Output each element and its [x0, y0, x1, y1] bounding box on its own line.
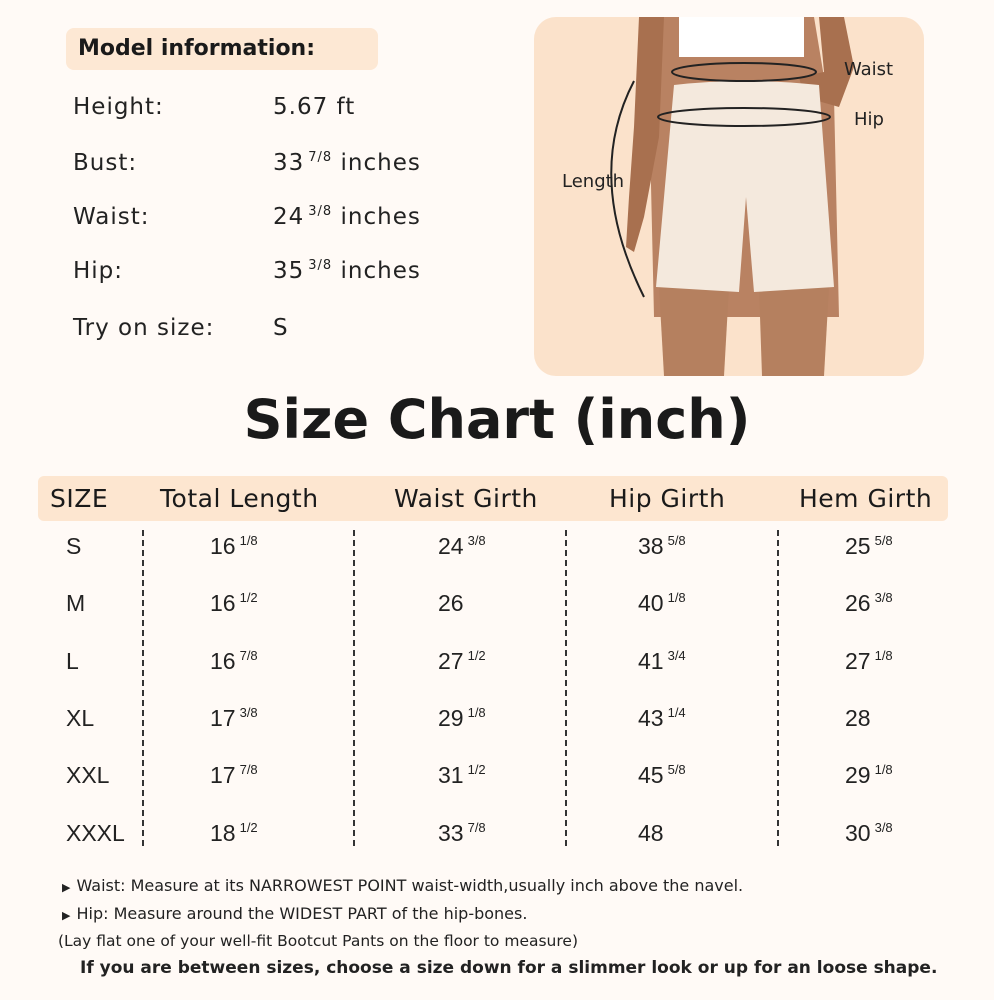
model-info-value: 33 7/8 inches: [273, 150, 421, 176]
bullet-icon: ▶: [62, 909, 71, 922]
measurement-cell: 30 3/8: [845, 820, 893, 846]
size-chart-title: Size Chart (inch): [243, 388, 751, 451]
waist-label: Waist: [844, 59, 893, 80]
column-header: Hip Girth: [609, 484, 726, 513]
size-cell: S: [66, 533, 82, 559]
measurement-cell: 17 3/8: [210, 705, 258, 731]
measurement-cell: 31 1/2: [438, 762, 486, 788]
measurement-cell: 45 5/8: [638, 762, 686, 788]
measurement-cell: 18 1/2: [210, 820, 258, 846]
model-info-value: 35 3/8 inches: [273, 258, 421, 284]
length-label: Length: [562, 171, 624, 192]
size-cell: XXXL: [66, 820, 125, 846]
size-cell: L: [66, 648, 79, 674]
note-hip: ▶ Hip: Measure around the WIDEST PART of …: [62, 904, 528, 923]
model-info-title: Model information:: [66, 28, 378, 70]
measurement-cell: 27 1/8: [845, 648, 893, 674]
column-header: Waist Girth: [394, 484, 538, 513]
size-cell: XXL: [66, 762, 110, 788]
column-header: Total Length: [160, 484, 319, 513]
note-advice: If you are between sizes, choose a size …: [80, 958, 938, 978]
model-info-label: Waist:: [73, 204, 150, 230]
measurement-cell: 41 3/4: [638, 648, 686, 674]
measurement-cell: 38 5/8: [638, 533, 686, 559]
column-divider: [777, 530, 779, 846]
measurement-cell: 16 1/2: [210, 590, 258, 616]
measurement-cell: 28: [845, 705, 871, 731]
model-info-label: Hip:: [73, 258, 124, 284]
column-header: Hem Girth: [799, 484, 933, 513]
measurement-cell: 43 1/4: [638, 705, 686, 731]
measurement-cell: 48: [638, 820, 664, 846]
measurement-cell: 40 1/8: [638, 590, 686, 616]
measurement-cell: 27 1/2: [438, 648, 486, 674]
model-photo: Length Waist Hip: [534, 17, 924, 376]
measurement-cell: 33 7/8: [438, 820, 486, 846]
measurement-cell: 25 5/8: [845, 533, 893, 559]
model-info-label: Bust:: [73, 150, 138, 176]
measurement-cell: 16 7/8: [210, 648, 258, 674]
model-info-label: Try on size:: [73, 315, 215, 341]
model-info-label: Height:: [73, 94, 164, 120]
column-divider: [353, 530, 355, 846]
measurement-cell: 16 1/8: [210, 533, 258, 559]
size-cell: XL: [66, 705, 95, 731]
measurement-cell: 17 7/8: [210, 762, 258, 788]
note-lay-flat: (Lay flat one of your well-fit Bootcut P…: [58, 932, 578, 950]
column-header: SIZE: [50, 484, 109, 513]
measurement-cell: 26 3/8: [845, 590, 893, 616]
bullet-icon: ▶: [62, 881, 71, 894]
model-info-value: S: [273, 315, 289, 341]
table-header-band: [38, 476, 948, 521]
column-divider: [142, 530, 144, 846]
note-waist: ▶ Waist: Measure at its NARROWEST POINT w…: [62, 876, 744, 895]
measurement-cell: 29 1/8: [845, 762, 893, 788]
model-info-value: 24 3/8 inches: [273, 204, 421, 230]
size-cell: M: [66, 590, 86, 616]
model-info-value: 5.67 ft: [273, 94, 356, 120]
measurement-cell: 24 3/8: [438, 533, 486, 559]
hip-label: Hip: [854, 109, 884, 130]
measurement-cell: 26: [438, 590, 464, 616]
column-divider: [565, 530, 567, 846]
measurement-cell: 29 1/8: [438, 705, 486, 731]
